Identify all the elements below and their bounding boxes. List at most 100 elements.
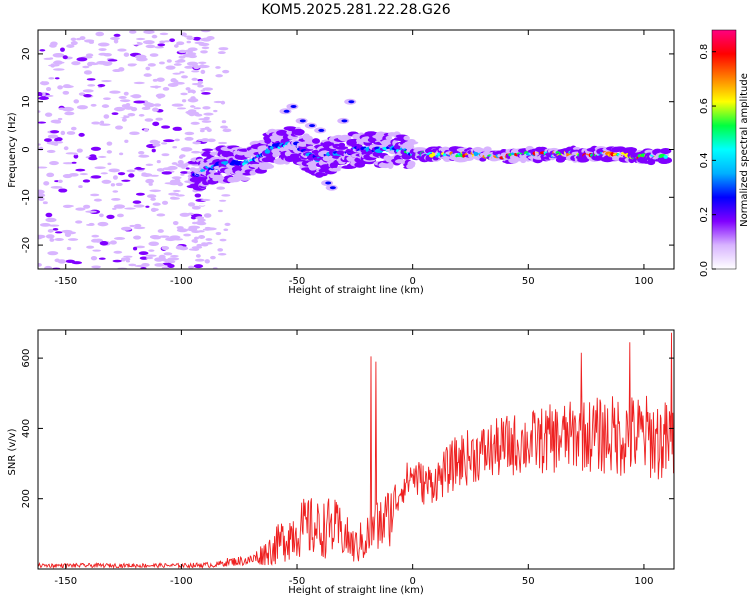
spectrogram-cell xyxy=(385,136,392,140)
spectrogram-cell xyxy=(138,154,150,158)
spectrogram-cell xyxy=(216,186,225,190)
spectrogram-cell xyxy=(165,65,176,70)
spectrogram-cell xyxy=(47,134,59,139)
spectrogram-cell xyxy=(174,138,180,142)
spectrogram-cell xyxy=(64,232,72,238)
spectrogram-cell xyxy=(169,196,177,200)
spectrogram-cell xyxy=(200,30,211,33)
spectrogram-cell xyxy=(182,219,191,222)
spectrogram-cell xyxy=(181,165,186,169)
x-tick-label: 100 xyxy=(634,276,653,287)
spectrogram-cell xyxy=(223,228,229,232)
spectrogram-cell xyxy=(194,113,203,117)
spectrogram-cell xyxy=(38,166,48,169)
spectrogram-cell xyxy=(144,105,151,110)
spectrogram-cell xyxy=(156,160,161,164)
snr-x-axis-title: Height of straight line (km) xyxy=(288,585,424,596)
spectrogram-cell xyxy=(218,252,227,256)
colorbar-label: Normalized spectral amplitude xyxy=(739,73,750,227)
spectrogram-cell xyxy=(177,181,184,187)
spectrogram-cell xyxy=(204,126,210,130)
spectrogram-cell xyxy=(161,171,172,175)
spectrogram-cell xyxy=(57,85,63,90)
spectrogram-cell xyxy=(70,37,77,42)
spectrogram-cell xyxy=(191,77,198,81)
spectrogram-cell xyxy=(190,105,196,108)
spectrogram-cell xyxy=(46,141,58,145)
spectrogram-cell xyxy=(184,65,195,69)
spectrogram-cell xyxy=(98,155,107,158)
spectrogram-cell xyxy=(39,49,46,52)
spectrogram-cell xyxy=(135,245,146,249)
spectrogram-cell xyxy=(290,104,297,108)
spectrogram-cell xyxy=(112,190,119,193)
spectrogram-cell xyxy=(38,197,45,202)
spectrogram-cell xyxy=(86,245,95,249)
spectrogram-cell xyxy=(109,90,121,94)
spectrogram-cell xyxy=(145,205,150,208)
spectrogram-cell xyxy=(66,246,72,251)
colorbar-ticks: 0.0 0.2 0.4 0.6 0.8 xyxy=(699,44,716,277)
spectrogram-cell xyxy=(149,125,156,130)
spectrogram-cell xyxy=(112,115,124,118)
spectrogram-cell xyxy=(215,231,222,236)
spectrogram-cell xyxy=(60,130,66,136)
spectrogram-cell xyxy=(176,107,187,110)
spectrogram-cell xyxy=(187,202,196,207)
spectrogram-cell xyxy=(193,264,204,269)
spectrogram-cell xyxy=(196,243,203,247)
spectrogram-cell xyxy=(49,161,59,166)
spectrogram-cell xyxy=(161,266,169,269)
spectrogram-cell xyxy=(180,147,193,152)
spectrogram-cell xyxy=(325,181,332,185)
spectrogram-cell xyxy=(128,173,135,178)
spectrogram-cell xyxy=(407,139,416,143)
spectrogram-cell xyxy=(169,38,176,43)
spectrogram-cell xyxy=(38,235,43,240)
spectrogram-cell xyxy=(171,176,182,180)
spectrogram-cell xyxy=(130,94,140,98)
spectrogram-cell xyxy=(202,228,212,231)
spectrogram-x-axis-title: Height of straight line (km) xyxy=(288,285,424,296)
spectrogram-cell xyxy=(48,77,55,80)
spectrogram-cell xyxy=(299,119,306,123)
spectrogram-cell xyxy=(197,84,204,88)
spectrogram-cell xyxy=(90,255,98,261)
spectrogram-cell xyxy=(132,200,142,204)
spectrogram-cell xyxy=(71,161,77,164)
x-tick-label: -150 xyxy=(54,276,77,287)
spectrogram-cell xyxy=(83,70,93,75)
spectrogram-cell xyxy=(100,120,105,125)
spectrogram-cell xyxy=(165,237,177,242)
spectrogram-cell xyxy=(182,189,193,192)
spectrogram-cell xyxy=(149,53,159,57)
spectrogram-cell xyxy=(112,69,122,73)
spectrogram-cell xyxy=(90,103,97,107)
spectrogram-cell xyxy=(149,174,159,177)
spectrogram-cell xyxy=(317,172,328,177)
spectrogram-cell xyxy=(124,207,136,210)
spectrogram-cell xyxy=(203,242,213,245)
spectrogram-cell xyxy=(224,222,231,227)
spectrogram-cell xyxy=(161,125,171,129)
spectrogram-cell xyxy=(83,204,91,209)
spectrogram-cell xyxy=(117,172,126,176)
spectrogram-cell xyxy=(185,87,191,91)
spectrogram-cell xyxy=(65,152,77,155)
spectrogram-cell xyxy=(177,59,186,63)
spectrogram-cell xyxy=(263,164,275,169)
spectrogram-cell xyxy=(138,150,145,155)
spectrogram-cell xyxy=(145,256,154,260)
spectrogram-cell xyxy=(198,203,206,206)
spectrogram-cell xyxy=(290,153,300,158)
spectrogram-cell xyxy=(143,73,152,77)
spectrogram-cell xyxy=(78,132,85,137)
spectrogram-cell xyxy=(119,152,124,156)
x-tick-label: 50 xyxy=(522,276,535,287)
spectrogram-cell xyxy=(43,32,50,35)
x-tick-label: -100 xyxy=(170,576,193,587)
spectrogram-cell xyxy=(66,131,76,135)
spectrogram-cell xyxy=(152,202,161,206)
spectrogram-cell xyxy=(43,181,50,186)
spectrogram-cell xyxy=(97,221,109,227)
